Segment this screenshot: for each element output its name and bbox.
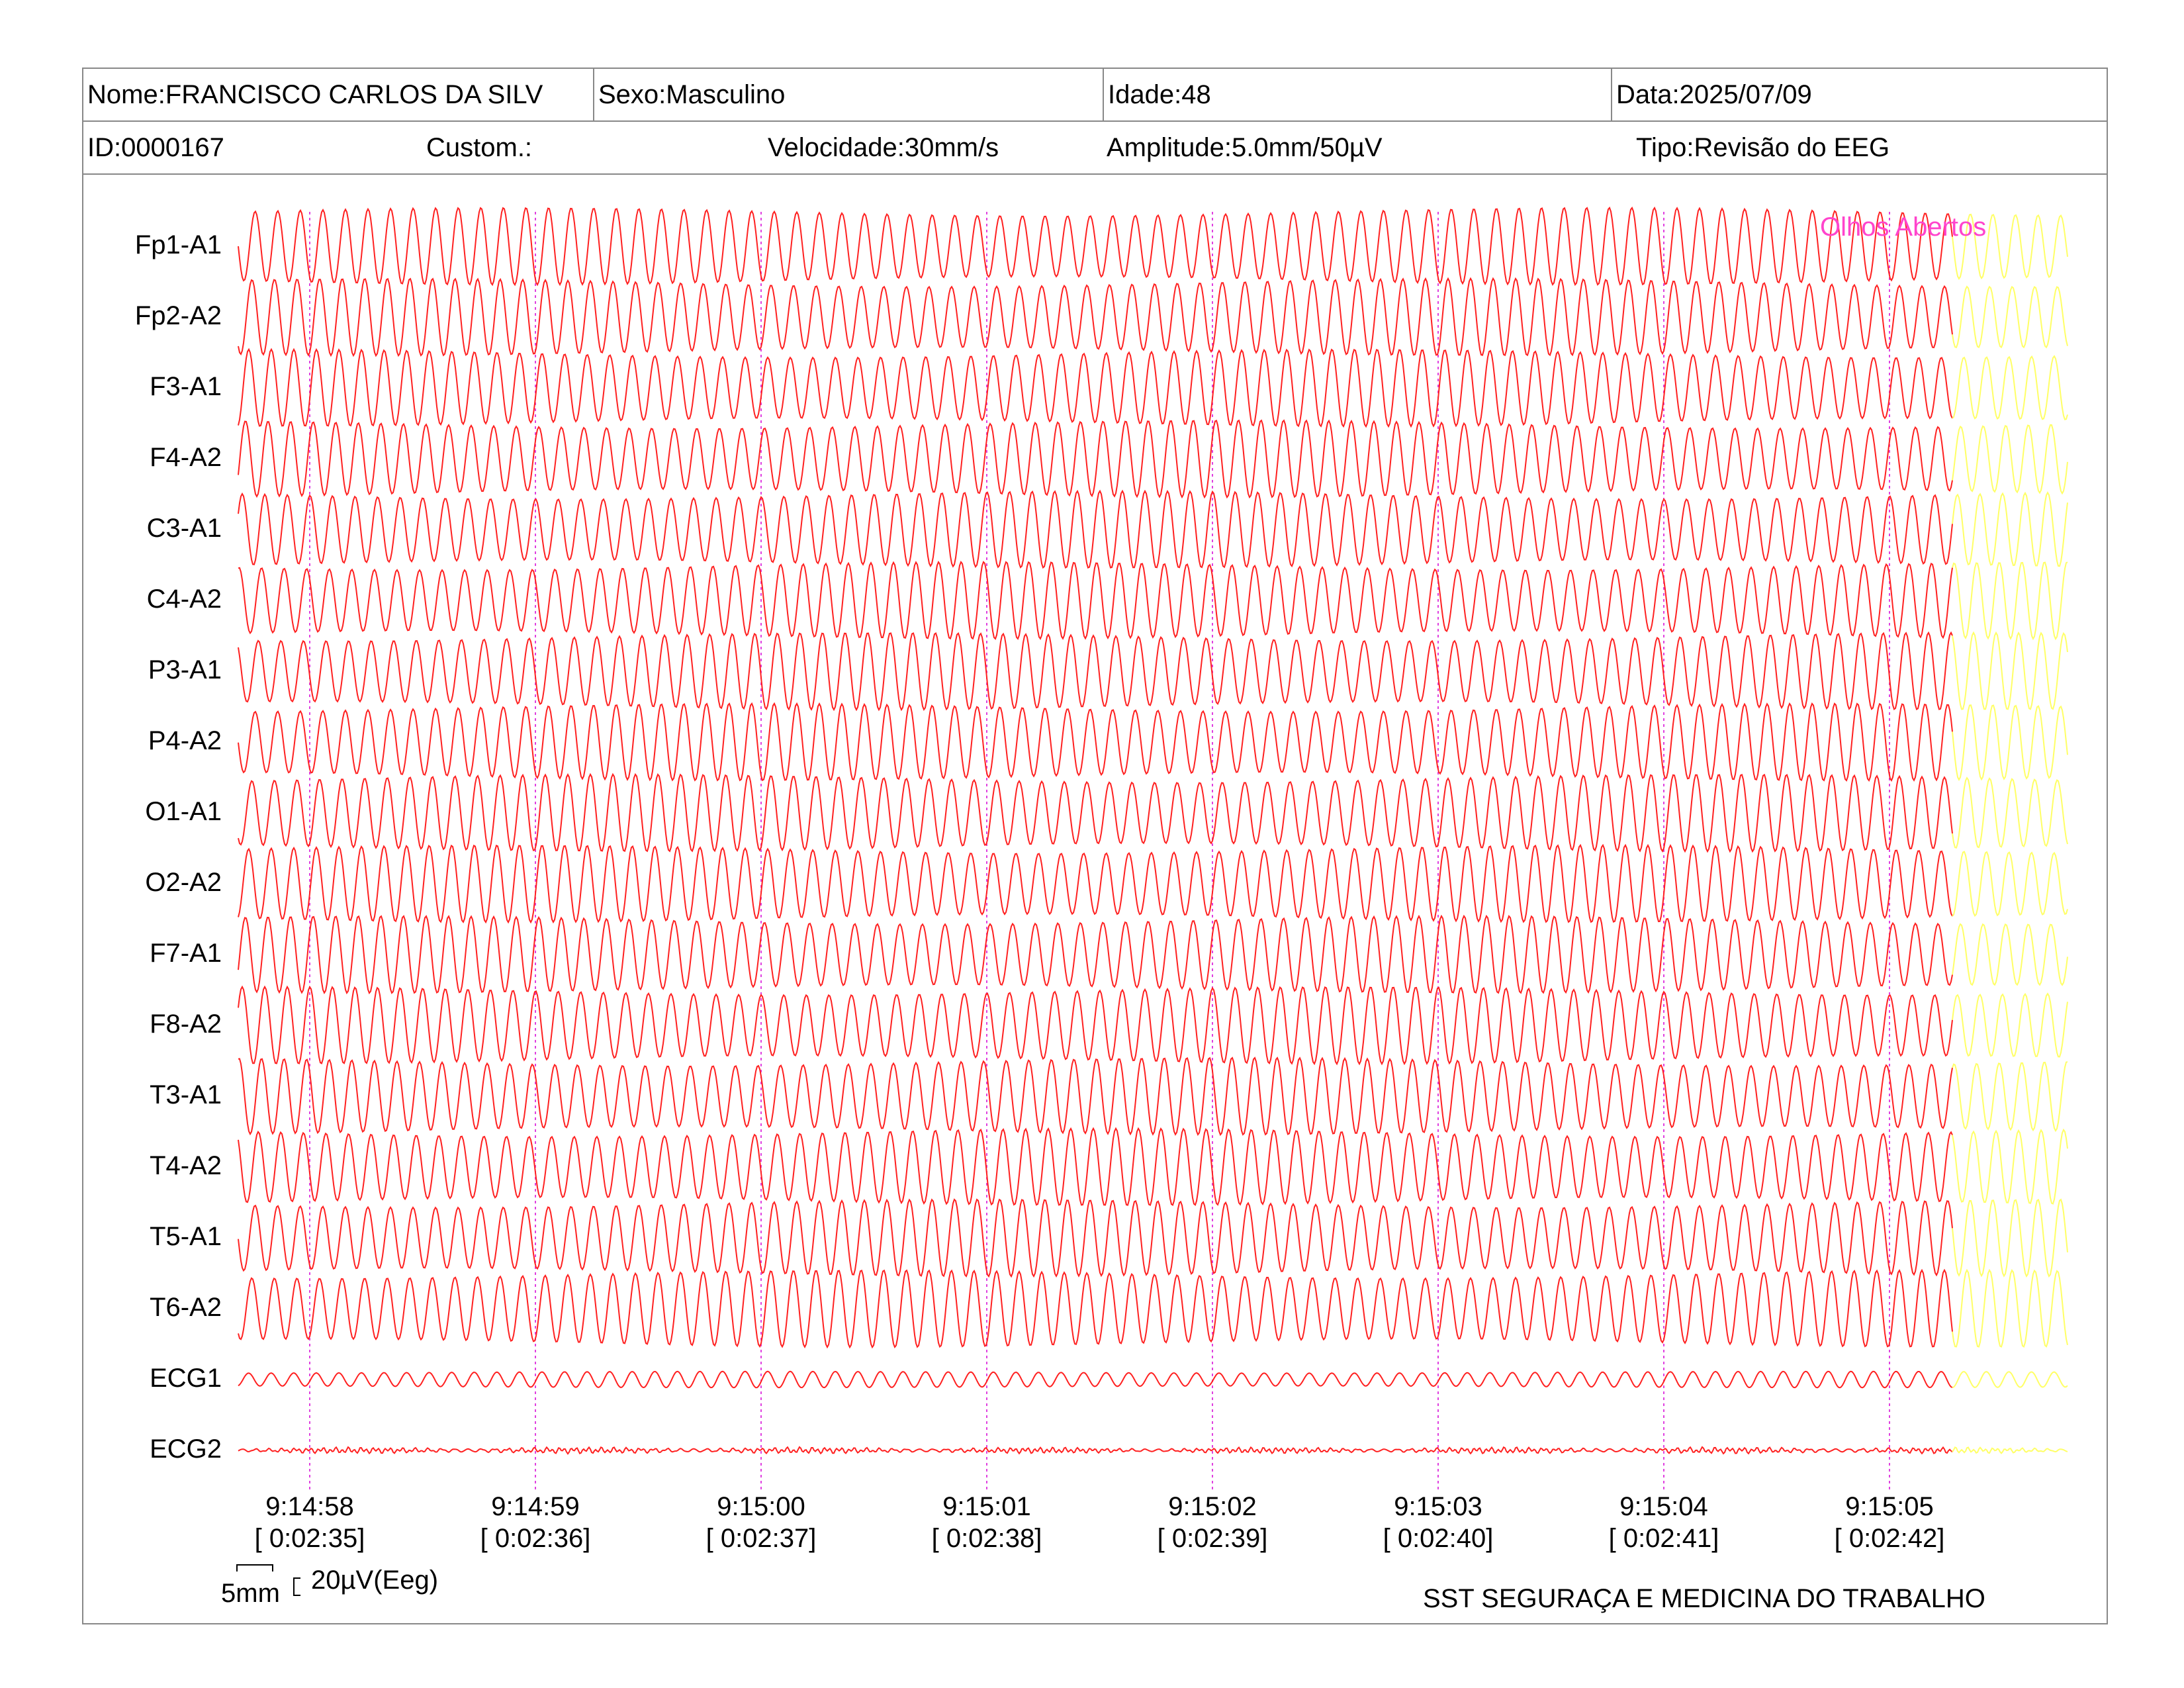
channel-trace-tail [1952, 491, 2068, 567]
channel-trace [238, 1370, 1953, 1389]
calibration-amp-label: 20µV(Eeg) [311, 1566, 439, 1595]
channel-label: C3-A1 [146, 514, 222, 543]
patient-sex: Sexo:Masculino [593, 69, 1103, 120]
clock-time-label: 9:15:02 [1168, 1492, 1257, 1521]
time-mark: 9:14:59 [ 0:02:36] [456, 1491, 615, 1554]
elapsed-time-label: [ 0:02:36] [480, 1524, 591, 1553]
channel-trace [238, 419, 1953, 499]
channel-trace [238, 561, 1953, 640]
channel-label: T5-A1 [150, 1222, 222, 1251]
channel-trace-tail [1952, 992, 2068, 1058]
channel-trace-tail [1952, 923, 2068, 986]
company-name: SST SEGURAÇA E MEDICINA DO TRABALHO [1423, 1584, 1985, 1613]
exam-date: Data:2025/07/09 [1611, 69, 2108, 120]
time-mark: 9:15:01 [ 0:02:38] [907, 1491, 1066, 1554]
time-marker-lines [309, 212, 1890, 1489]
channel-trace [238, 914, 1953, 995]
eyes-open-annotation: Olhos Abertos [1820, 212, 1986, 242]
clock-time-label: 9:15:04 [1619, 1492, 1708, 1521]
channel-trace [238, 277, 1953, 357]
header-row-patient: Nome:FRANCISCO CARLOS DA SILV Sexo:Mascu… [83, 69, 2107, 122]
elapsed-time-label: [ 0:02:37] [705, 1524, 817, 1553]
elapsed-time-label: [ 0:02:41] [1608, 1524, 1719, 1553]
patient-id: ID:0000167 [87, 133, 224, 162]
eeg-report-sheet: Nome:FRANCISCO CARLOS DA SILV Sexo:Mascu… [82, 68, 2108, 1624]
elapsed-time-label: [ 0:02:39] [1157, 1524, 1268, 1553]
amplitude-setting: Amplitude:5.0mm/50µV [1107, 133, 1383, 162]
calibration-time-label: 5mm [221, 1579, 280, 1608]
channel-trace [238, 1127, 1953, 1206]
clock-time-label: 9:14:59 [491, 1492, 580, 1521]
channel-label: Fp1-A1 [134, 230, 222, 259]
elapsed-time-label: [ 0:02:40] [1383, 1524, 1494, 1553]
channel-trace-tail [1952, 1061, 2068, 1133]
channel-trace [238, 843, 1953, 924]
channel-trace [238, 1446, 1953, 1455]
time-mark: 9:15:00 [ 0:02:37] [682, 1491, 841, 1554]
clock-time-label: 9:15:01 [942, 1492, 1031, 1521]
channel-label: ECG2 [150, 1434, 222, 1464]
custom-field: Custom.: [426, 133, 533, 162]
channel-label: T6-A2 [150, 1293, 222, 1322]
header-row-exam: ID:0000167 Custom.: Velocidade:30mm/s Am… [83, 122, 2107, 175]
channel-trace-tail [1952, 424, 2068, 495]
channel-trace [238, 702, 1953, 782]
time-mark: 9:15:04 [ 0:02:41] [1584, 1491, 1743, 1554]
channel-label: F8-A2 [150, 1009, 222, 1039]
channel-trace [238, 1056, 1953, 1137]
channel-trace [238, 985, 1953, 1066]
speed-setting: Velocidade:30mm/s [768, 133, 999, 162]
channel-trace-tail [1952, 1268, 2068, 1348]
channel-label: F4-A2 [150, 443, 222, 472]
time-mark: 9:14:58 [ 0:02:35] [230, 1491, 389, 1554]
channel-trace-tail [1952, 1371, 2068, 1388]
channel-label: T3-A1 [150, 1080, 222, 1109]
channel-trace-tail [1952, 851, 2068, 917]
channel-trace [238, 206, 1953, 287]
channel-trace-tail [1952, 776, 2068, 849]
channel-trace-tail [1952, 704, 2068, 782]
channel-label: O2-A2 [145, 868, 222, 897]
channel-trace-tail [1952, 1198, 2068, 1278]
exam-type: Tipo:Revisão do EEG [1636, 133, 1890, 162]
channel-trace-tail [1952, 631, 2068, 710]
channel-label: F3-A1 [150, 372, 222, 401]
channel-trace [238, 773, 1953, 853]
channel-trace-tail [1952, 561, 2068, 641]
channel-trace-tail [1952, 1446, 2068, 1454]
channel-label: T4-A2 [150, 1151, 222, 1180]
elapsed-time-label: [ 0:02:42] [1834, 1524, 1945, 1553]
channel-trace-tail [1952, 213, 2068, 281]
channel-trace [238, 1268, 1953, 1349]
channel-trace-tail [1952, 1128, 2068, 1205]
channel-trace-tail [1952, 285, 2068, 349]
elapsed-time-label: [ 0:02:38] [931, 1524, 1042, 1553]
patient-age: Idade:48 [1103, 69, 1611, 120]
channel-label: O1-A1 [145, 797, 222, 826]
calibration-icon [236, 1564, 300, 1596]
clock-time-label: 9:15:05 [1845, 1492, 1934, 1521]
channel-label: Fp2-A2 [134, 301, 222, 330]
channel-label: P4-A2 [148, 726, 222, 755]
channel-trace [238, 631, 1953, 712]
elapsed-time-label: [ 0:02:35] [254, 1524, 365, 1553]
channel-label: P3-A1 [148, 655, 222, 684]
patient-name: Nome:FRANCISCO CARLOS DA SILV [87, 80, 543, 109]
channel-trace [238, 1198, 1953, 1278]
time-mark: 9:15:02 [ 0:02:39] [1133, 1491, 1292, 1554]
clock-time-label: 9:14:58 [265, 1492, 354, 1521]
time-mark: 9:15:05 [ 0:02:42] [1810, 1491, 1969, 1554]
clock-time-label: 9:15:03 [1394, 1492, 1482, 1521]
channel-label: ECG1 [150, 1364, 222, 1393]
channel-label: C4-A2 [146, 585, 222, 614]
channel-label: F7-A1 [150, 939, 222, 968]
channel-trace [238, 348, 1953, 428]
clock-time-label: 9:15:00 [717, 1492, 805, 1521]
channel-trace-tail [1952, 355, 2068, 420]
channel-trace [238, 489, 1953, 569]
time-mark: 9:15:03 [ 0:02:40] [1359, 1491, 1518, 1554]
channel-traces [238, 206, 2068, 1455]
